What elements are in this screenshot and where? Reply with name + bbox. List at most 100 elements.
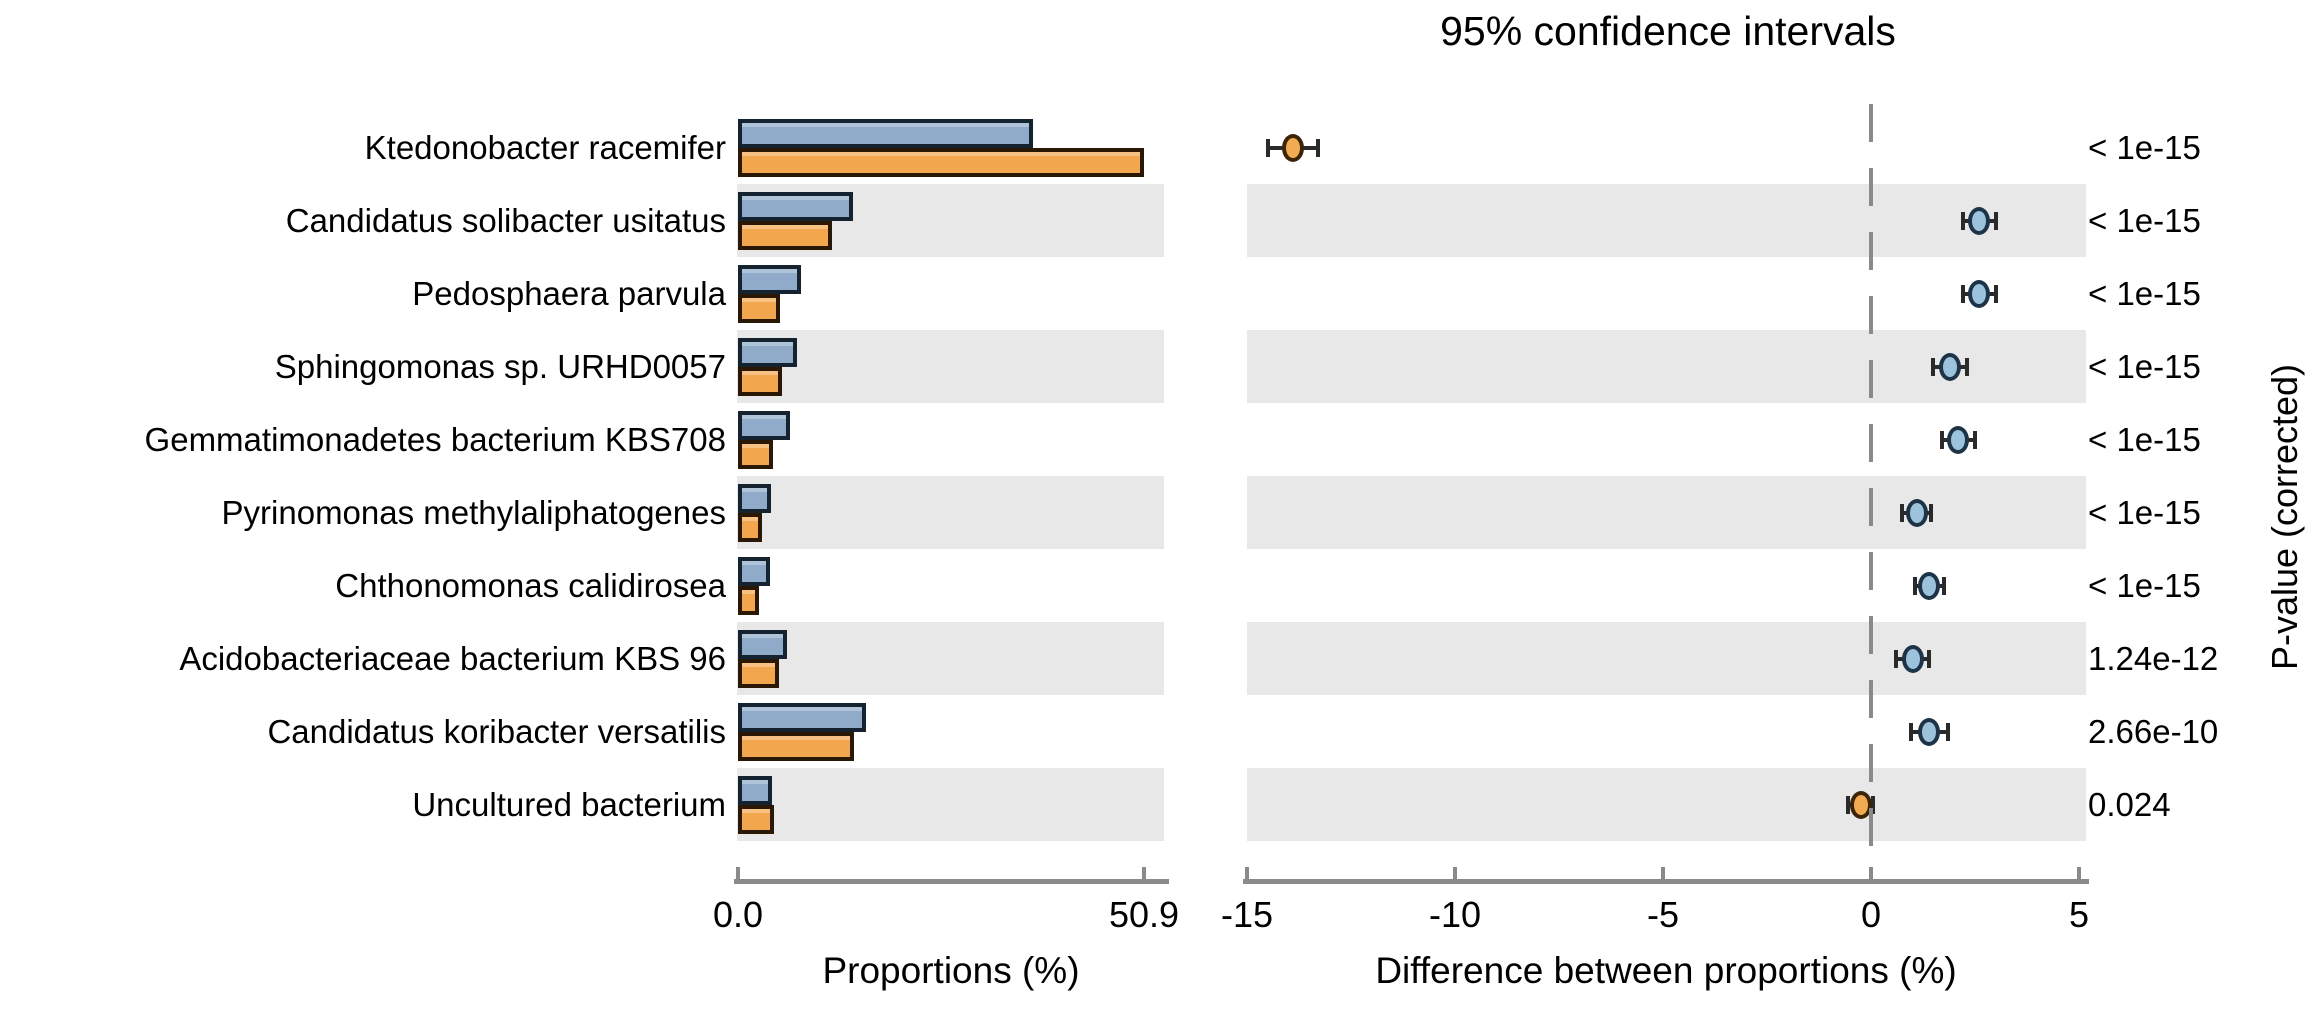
p-value-label: 0.024 (2088, 785, 2171, 823)
proportion-bar-orange (738, 585, 759, 615)
row-stripe-right (1247, 476, 2086, 549)
ci-cap-left (1893, 649, 1898, 668)
taxon-label: Acidobacteriaceae bacterium KBS 96 (179, 639, 726, 677)
taxon-label: Ktedonobacter racemifer (364, 128, 726, 166)
p-value-label: 1.24e-12 (2088, 639, 2219, 677)
proportion-bar-orange (738, 366, 782, 396)
difference-dot-blue (1918, 571, 1941, 600)
right-axis-tick-label: 5 (2068, 894, 2090, 935)
ci-cap-left (1265, 138, 1270, 157)
right-axis-tick (1453, 867, 1457, 879)
proportion-bar-blue (738, 483, 771, 513)
ci-cap-left (1931, 357, 1936, 376)
p-value-label: < 1e-15 (2088, 201, 2201, 239)
taxon-label: Uncultured bacterium (412, 785, 726, 823)
row-stripe-left (737, 330, 1164, 403)
taxon-label: Sphingomonas sp. URHD0057 (274, 347, 726, 385)
proportion-bar-blue (738, 191, 853, 221)
proportion-bar-orange (738, 658, 779, 688)
proportion-bar-blue (738, 410, 790, 440)
difference-dot-blue (1968, 206, 1991, 235)
ci-cap-left (1900, 503, 1905, 522)
row-stripe-left (737, 476, 1164, 549)
proportion-bar-blue (738, 775, 772, 805)
p-value-label: < 1e-15 (2088, 566, 2201, 604)
ci-cap-right (1993, 284, 1998, 303)
ci-cap-left (1939, 430, 1944, 449)
ci-cap-left (1960, 284, 1965, 303)
ci-cap-left (1908, 722, 1913, 741)
difference-dot-orange (1281, 133, 1304, 162)
row-stripe-left (737, 768, 1164, 841)
proportion-bar-orange (738, 804, 774, 834)
right-x-axis-line (1243, 879, 2089, 884)
taxon-label: Pedosphaera parvula (412, 274, 726, 312)
left-axis-tick-label: 0.0 (712, 894, 764, 935)
left-x-axis-line (734, 879, 1169, 884)
proportion-bar-orange (738, 220, 833, 250)
ci-cap-right (1993, 211, 1998, 230)
proportion-bar-blue (738, 118, 1034, 148)
difference-dot-blue (1939, 352, 1962, 381)
left-x-axis-title: Proportions (%) (822, 950, 1080, 991)
ci-cap-right (1964, 357, 1969, 376)
taxon-label: Candidatus solibacter usitatus (285, 201, 726, 239)
ci-cap-right (1871, 795, 1876, 814)
row-stripe-right (1247, 622, 2086, 695)
left-axis-tick-label: 50.9 (1108, 894, 1180, 935)
taxon-label: Chthonomonas calidirosea (335, 566, 726, 604)
row-stripe-left (737, 622, 1164, 695)
right-axis-tick (1869, 867, 1873, 879)
difference-dot-blue (1901, 644, 1924, 673)
difference-dot-blue (1918, 717, 1941, 746)
row-stripe-right (1247, 768, 2086, 841)
right-axis-tick-label: -10 (1428, 894, 1482, 935)
ci-cap-right (1929, 503, 1934, 522)
right-axis-tick-label: -15 (1220, 894, 1274, 935)
p-value-label: < 1e-15 (2088, 420, 2201, 458)
taxon-label: Gemmatimonadetes bacterium KBS708 (144, 420, 726, 458)
proportion-bar-orange (738, 439, 774, 469)
ci-cap-right (1973, 430, 1977, 449)
ci-cap-left (1960, 211, 1965, 230)
proportion-bar-orange (738, 731, 855, 761)
difference-dot-blue (1905, 498, 1928, 527)
p-value-label: < 1e-15 (2088, 493, 2201, 531)
p-value-label: < 1e-15 (2088, 274, 2201, 312)
left-axis-tick (736, 867, 740, 879)
proportion-bar-blue (738, 702, 866, 732)
proportion-bar-blue (738, 264, 801, 294)
ci-cap-right (1927, 649, 1932, 668)
left-axis-tick (1142, 867, 1146, 879)
difference-dot-blue (1968, 279, 1991, 308)
chart-title: 95% confidence intervals (1440, 8, 1896, 54)
zero-difference-dashed-line (1869, 104, 1873, 876)
ci-cap-right (1315, 138, 1320, 157)
ci-cap-right (1945, 722, 1950, 741)
proportion-bar-orange (738, 293, 781, 323)
proportion-bar-blue (738, 556, 770, 586)
p-value-label: 2.66e-10 (2088, 712, 2219, 750)
proportion-bar-orange (738, 512, 762, 542)
ci-cap-left (1912, 576, 1917, 595)
right-axis-tick (1245, 867, 1249, 879)
ci-cap-right (1941, 576, 1946, 595)
row-stripe-right (1247, 184, 2086, 257)
difference-dot-blue (1947, 425, 1970, 454)
p-value-label: < 1e-15 (2088, 347, 2201, 385)
right-axis-tick-label: 0 (1860, 894, 1882, 935)
right-axis-tick (2077, 867, 2081, 879)
proportion-bar-blue (738, 337, 798, 367)
right-x-axis-title: Difference between proportions (%) (1375, 950, 1957, 991)
proportion-bar-orange (738, 147, 1144, 177)
right-axis-tick (1661, 867, 1665, 879)
ci-cap-left (1846, 795, 1851, 814)
taxon-label: Pyrinomonas methylaliphatogenes (221, 493, 726, 531)
taxon-label: Candidatus koribacter versatilis (267, 712, 726, 750)
right-axis-tick-label: -5 (1646, 894, 1680, 935)
p-value-label: < 1e-15 (2088, 128, 2201, 166)
right-y-axis-title: P-value (corrected) (2264, 363, 2305, 671)
